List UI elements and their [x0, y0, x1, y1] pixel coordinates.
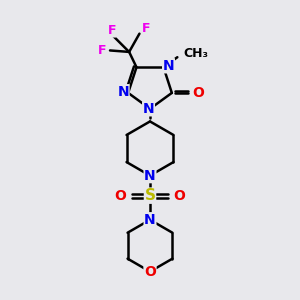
- Text: N: N: [144, 213, 156, 227]
- Text: O: O: [173, 189, 185, 202]
- Text: F: F: [107, 24, 116, 37]
- Text: O: O: [115, 189, 127, 202]
- Text: N: N: [143, 102, 154, 116]
- Text: N: N: [117, 85, 129, 99]
- Text: S: S: [145, 188, 155, 203]
- Text: O: O: [144, 265, 156, 279]
- Text: N: N: [144, 169, 156, 183]
- Text: N: N: [163, 59, 174, 73]
- Text: F: F: [98, 44, 106, 57]
- Text: CH₃: CH₃: [183, 47, 208, 60]
- Text: O: O: [192, 86, 204, 100]
- Text: F: F: [142, 22, 150, 35]
